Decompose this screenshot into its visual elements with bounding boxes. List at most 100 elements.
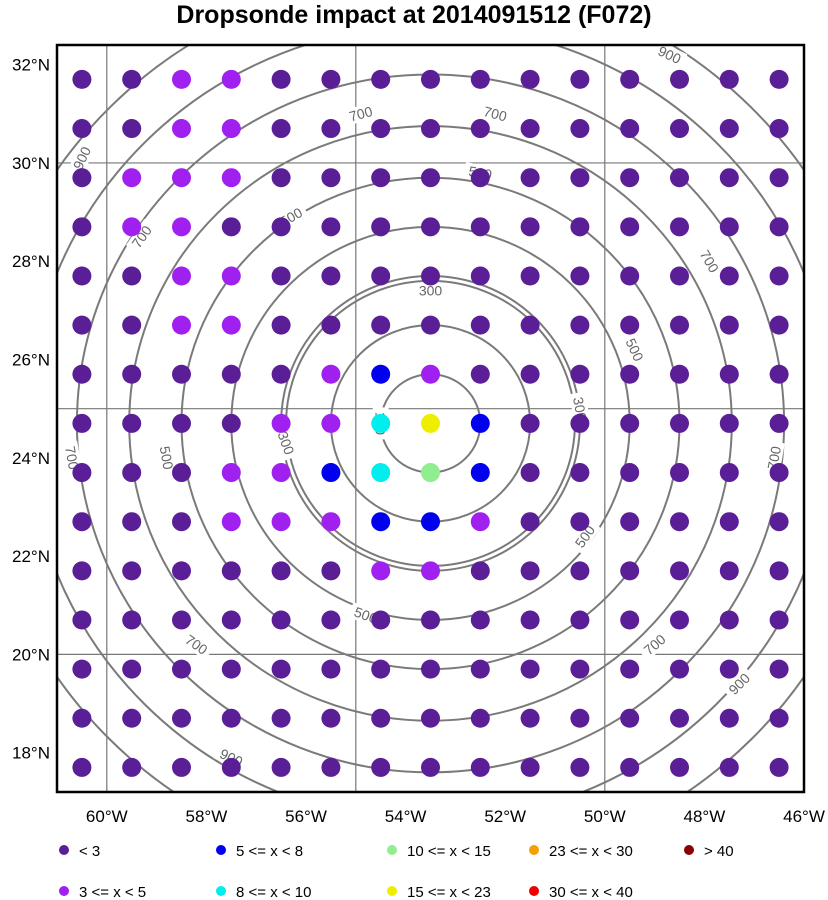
data-point (769, 315, 789, 335)
data-point (321, 413, 341, 433)
data-point (271, 561, 291, 581)
data-point (72, 168, 92, 188)
contour-label-bg (178, 628, 215, 661)
data-point (122, 119, 142, 139)
data-point (570, 463, 590, 483)
data-point (620, 463, 640, 483)
data-point (271, 708, 291, 728)
data-point (769, 266, 789, 286)
contour-label-bg (637, 628, 672, 661)
data-point (719, 315, 739, 335)
data-point (172, 413, 191, 433)
data-point (421, 708, 440, 728)
data-point (670, 610, 689, 630)
data-point (72, 266, 92, 286)
data-point (122, 561, 142, 581)
data-point (670, 463, 689, 483)
data-point (719, 413, 739, 433)
data-point (470, 708, 490, 728)
legend-item: 15 <= x < 23 (387, 884, 491, 900)
data-point (670, 561, 689, 581)
data-point (371, 119, 391, 139)
legend-marker (59, 886, 69, 896)
data-point (371, 512, 391, 532)
data-point (719, 659, 739, 679)
data-point (570, 217, 590, 237)
contour-label: 700 (62, 445, 82, 471)
data-point (670, 757, 689, 777)
y-tick-label: 26°N (12, 351, 50, 370)
data-point (769, 119, 789, 139)
data-point (570, 413, 590, 433)
legend-item: > 40 (684, 843, 734, 860)
data-point (221, 217, 241, 237)
data-point (470, 561, 490, 581)
data-point (421, 315, 440, 335)
data-point (570, 119, 590, 139)
data-point (321, 119, 341, 139)
data-point (769, 217, 789, 237)
legend-marker (387, 886, 397, 896)
data-point (271, 610, 291, 630)
data-point (719, 266, 739, 286)
contour-label: 700 (482, 103, 509, 125)
data-point (122, 266, 142, 286)
data-point (670, 708, 689, 728)
contour-label-bg (694, 243, 725, 280)
data-point (470, 119, 490, 139)
data-point (570, 561, 590, 581)
data-point (271, 757, 291, 777)
data-point (719, 119, 739, 139)
data-point (620, 659, 640, 679)
data-point (620, 119, 640, 139)
data-point (769, 168, 789, 188)
chart-title: Dropsonde impact at 2014091512 (F072) (176, 1, 652, 29)
axis-layer: 60°W 58°W 56°W 54°W 52°W 50°W 48°W 46°W 18°N 20°N… (12, 56, 825, 826)
data-point (421, 757, 440, 777)
data-point (321, 364, 341, 384)
data-point (122, 757, 142, 777)
legend-item: 30 <= x < 40 (529, 884, 633, 900)
legend-marker (216, 845, 226, 855)
data-point (520, 119, 540, 139)
data-point (769, 561, 789, 581)
data-point (570, 757, 590, 777)
data-point (172, 315, 191, 335)
data-point (122, 463, 142, 483)
data-point (421, 69, 440, 89)
y-tick-label: 20°N (12, 645, 50, 664)
data-point (670, 217, 689, 237)
data-point (470, 315, 490, 335)
contour-label-bg (67, 140, 96, 176)
data-point (570, 708, 590, 728)
data-point (719, 168, 739, 188)
data-point (172, 217, 191, 237)
data-point (421, 463, 440, 483)
x-tick-label: 46°W (783, 807, 825, 826)
data-point (371, 610, 391, 630)
legend-label: 3 <= x < 5 (79, 884, 146, 900)
contour-label-bg (125, 218, 158, 255)
data-point (72, 315, 92, 335)
data-point (371, 168, 391, 188)
data-point (221, 119, 241, 139)
data-point (470, 659, 490, 679)
data-point (769, 364, 789, 384)
legend-label: > 40 (704, 843, 734, 860)
legend-item: 8 <= x < 10 (216, 884, 311, 900)
data-point (271, 315, 291, 335)
legend-marker (684, 845, 694, 855)
data-point (769, 463, 789, 483)
data-point (620, 413, 640, 433)
data-point (421, 266, 440, 286)
data-point (321, 610, 341, 630)
data-point (321, 757, 341, 777)
legend-item: 3 <= x < 5 (59, 884, 146, 900)
data-point (172, 364, 191, 384)
x-tick-label: 52°W (484, 807, 526, 826)
data-point (421, 659, 440, 679)
data-point (421, 561, 440, 581)
data-point (520, 315, 540, 335)
data-point (72, 512, 92, 532)
data-point (670, 266, 689, 286)
